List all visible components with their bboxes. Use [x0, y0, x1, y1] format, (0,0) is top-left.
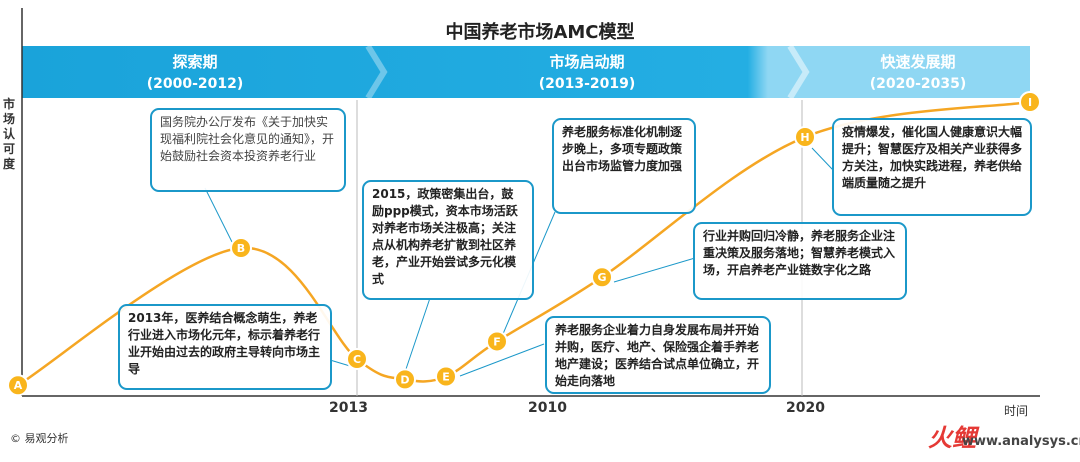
- chart-title: 中国养老市场AMC模型: [445, 22, 635, 43]
- phase-name: 市场启动期: [549, 53, 625, 71]
- callout-g: 行业并购回归冷静，养老服务企业注重决策及服务落地；智慧养老模式入场，开启养老产业…: [693, 222, 907, 300]
- point-marker: [346, 347, 368, 370]
- brand-logo: 火鲤: [928, 424, 976, 452]
- point-b: B: [230, 237, 252, 259]
- point-e: E: [435, 365, 457, 388]
- point-marker: [7, 374, 29, 397]
- point-g: G: [591, 266, 613, 289]
- point-marker: [486, 330, 508, 353]
- x-tick-label: 2010: [528, 400, 567, 416]
- phase-range: (2000-2012): [146, 76, 244, 92]
- point-a: A: [7, 374, 29, 397]
- x-axis-label: 时间: [1004, 404, 1029, 418]
- phase-arrow-1: [365, 44, 388, 100]
- phase-range: (2013-2019): [538, 76, 636, 92]
- phase-banner: [22, 46, 1030, 98]
- point-marker: [394, 368, 416, 391]
- phase-name: 快速发展期: [880, 53, 956, 71]
- point-marker: [1019, 91, 1041, 113]
- callout-d: 2015，政策密集出台，鼓励ppp模式，资本市场活跃对养老市场关注极高；关注点从…: [362, 180, 534, 300]
- point-label: H: [800, 131, 809, 144]
- point-d: D: [394, 368, 416, 391]
- point-marker: [794, 126, 816, 149]
- phase-launch: 市场启动期 (2013-2019): [384, 46, 790, 98]
- point-h: H: [794, 126, 816, 149]
- point-label: D: [400, 373, 409, 386]
- phase-range: (2020-2035): [869, 76, 967, 92]
- point-marker: [591, 266, 613, 289]
- callout-c: 2013年，医养结合概念萌生，养老行业进入市场化元年，标示着养老行业开始由过去的…: [118, 304, 332, 390]
- x-tick-label: 2020: [786, 400, 825, 416]
- callout-b: 国务院办公厅发布《关于加快实现福利院社会化意见的通知》，开始鼓励社会资本投资养老…: [150, 108, 346, 192]
- point-f: F: [486, 330, 508, 353]
- point-label: C: [353, 353, 361, 366]
- callout-h: 疫情爆发，催化国人健康意识大幅提升；智慧医疗及相关产业获得多方关注，加快实践进程…: [832, 118, 1032, 216]
- phase-name: 探索期: [172, 53, 218, 71]
- point-c: C: [346, 347, 368, 370]
- point-marker: [230, 237, 252, 259]
- phase-growth: 快速发展期 (2020-2035): [806, 46, 1030, 98]
- y-axis-label: 市场认可度: [3, 97, 16, 171]
- point-marker: [435, 365, 457, 388]
- point-label: A: [14, 379, 23, 392]
- point-label: G: [597, 271, 606, 284]
- point-i: I: [1019, 91, 1041, 113]
- phase-arrow-2: [787, 44, 810, 100]
- phase-exploration: 探索期 (2000-2012): [22, 46, 368, 98]
- point-label: E: [442, 370, 450, 383]
- x-tick-label: 2013: [329, 400, 368, 416]
- point-label: F: [493, 335, 501, 348]
- callout-f: 养老服务标准化机制逐步晚上，多项专题政策出台市场监管力度加强: [552, 118, 696, 214]
- brand-url: www.analysys.cn: [962, 434, 1080, 449]
- point-label: B: [237, 242, 245, 255]
- source-footer: © 易观分析: [10, 432, 69, 445]
- callout-e: 养老服务企业着力自身发展布局并开始并购，医疗、地产、保险强企着手养老地产建设；医…: [545, 316, 771, 394]
- point-label: I: [1028, 96, 1032, 109]
